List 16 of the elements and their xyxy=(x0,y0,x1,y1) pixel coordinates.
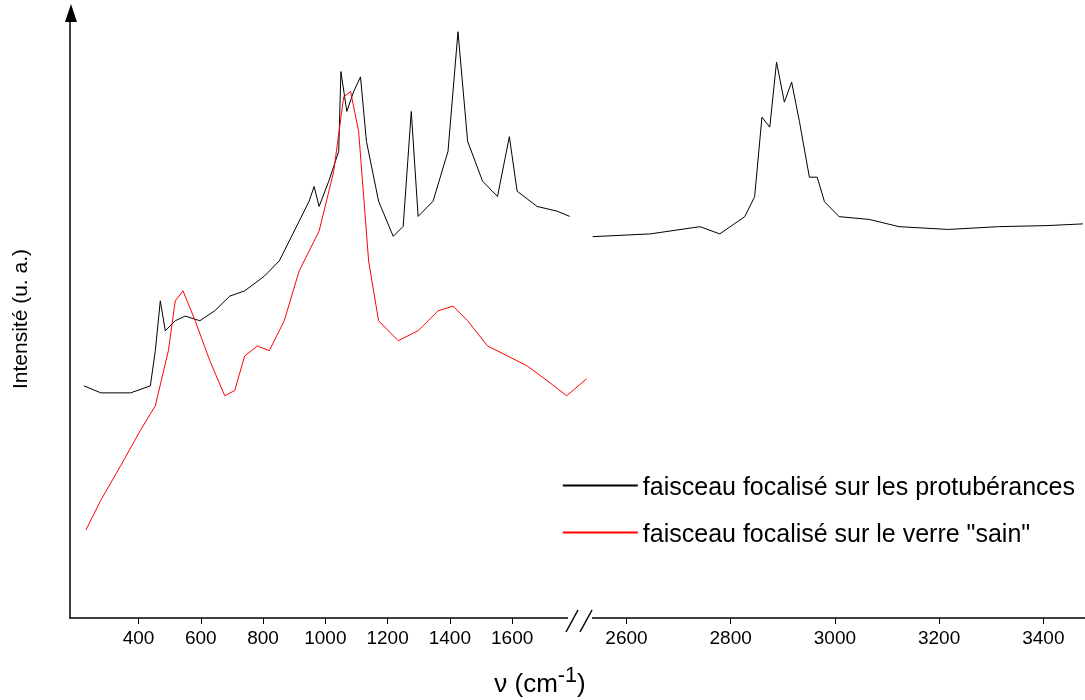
x-tick-label: 600 xyxy=(184,627,217,648)
x-tick-label: 3200 xyxy=(917,627,961,648)
x-tick-label: 3000 xyxy=(813,627,857,648)
x-tick-label: 800 xyxy=(247,627,279,648)
x-tick-label: 1400 xyxy=(428,627,472,648)
y-axis-title: Intensité (u. a.) xyxy=(8,248,31,390)
x-tick-label: 400 xyxy=(122,627,155,648)
x-tick-label: 1200 xyxy=(366,627,409,648)
x-axis-title: ν (cm$^{-1}$) xyxy=(493,662,587,699)
legend-label: faisceau focalisé sur le verre "sain" xyxy=(642,518,1031,547)
x-tick-label: 1600 xyxy=(491,627,534,648)
x-tick-label: 3400 xyxy=(1022,627,1065,648)
x-tick-label: 1000 xyxy=(304,627,347,648)
x-tick-label: 2600 xyxy=(605,627,648,648)
x-tick-label: 2800 xyxy=(709,627,752,648)
legend-label: faisceau focalisé sur les protubérances xyxy=(642,471,1076,500)
